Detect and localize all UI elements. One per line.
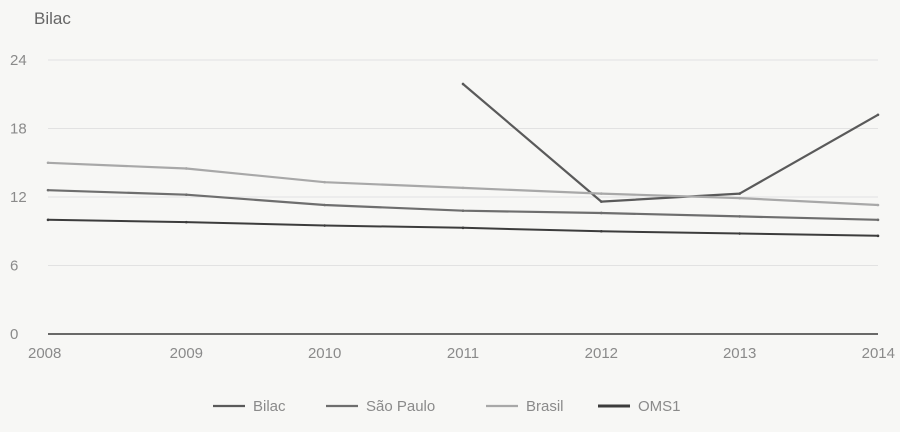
x-tick-label: 2010 bbox=[308, 345, 341, 362]
x-tick-label: 2014 bbox=[862, 345, 895, 362]
legend: Bilac São Paulo Brasil OMS1 bbox=[213, 398, 681, 415]
legend-label: Bilac bbox=[253, 398, 286, 415]
series-brasil bbox=[46, 161, 880, 207]
series-oms1 bbox=[46, 218, 880, 238]
x-tick-label: 2012 bbox=[585, 345, 618, 362]
y-tick-label: 18 bbox=[10, 121, 27, 138]
data-point bbox=[185, 220, 188, 224]
data-point bbox=[876, 234, 880, 238]
legend-label: Brasil bbox=[526, 398, 564, 415]
data-point bbox=[876, 218, 880, 222]
data-point bbox=[738, 196, 741, 200]
chart-title: Bilac bbox=[34, 9, 71, 28]
y-axis-ticks: 0 6 12 18 24 bbox=[10, 52, 27, 343]
series-line bbox=[462, 83, 879, 203]
data-point bbox=[323, 224, 326, 227]
x-axis-ticks: 2008 2009 2010 2011 2012 2013 2014 bbox=[28, 345, 895, 362]
x-tick-label: 2011 bbox=[447, 345, 479, 362]
data-point bbox=[46, 218, 50, 222]
data-point bbox=[46, 188, 50, 192]
series-bilac bbox=[461, 82, 880, 203]
data-point bbox=[323, 203, 326, 207]
grid bbox=[48, 59, 878, 335]
data-point bbox=[600, 229, 603, 233]
data-point bbox=[461, 82, 465, 86]
y-tick-label: 0 bbox=[10, 326, 18, 343]
data-point bbox=[600, 200, 603, 203]
x-tick-label: 2013 bbox=[723, 345, 756, 362]
data-point bbox=[46, 161, 50, 165]
legend-label: OMS1 bbox=[638, 398, 681, 415]
data-point bbox=[461, 186, 465, 190]
y-tick-label: 12 bbox=[10, 189, 27, 206]
data-point bbox=[600, 192, 603, 195]
data-point bbox=[738, 232, 741, 235]
data-point bbox=[185, 193, 188, 197]
x-tick-label: 2009 bbox=[170, 345, 203, 362]
data-point bbox=[600, 211, 603, 215]
y-tick-label: 6 bbox=[10, 258, 18, 275]
series-s-o-paulo bbox=[46, 188, 880, 222]
series-lines bbox=[46, 82, 880, 238]
data-point bbox=[738, 215, 741, 218]
x-tick-label: 2008 bbox=[28, 345, 61, 362]
data-point bbox=[461, 209, 465, 212]
data-point bbox=[738, 192, 741, 195]
y-tick-label: 24 bbox=[10, 52, 27, 69]
data-point bbox=[461, 226, 465, 230]
series-line bbox=[47, 189, 879, 221]
legend-label: São Paulo bbox=[366, 398, 435, 415]
series-line bbox=[47, 161, 879, 207]
data-point bbox=[876, 203, 880, 207]
data-point bbox=[323, 180, 326, 184]
data-point bbox=[185, 167, 188, 170]
data-point bbox=[876, 113, 880, 117]
